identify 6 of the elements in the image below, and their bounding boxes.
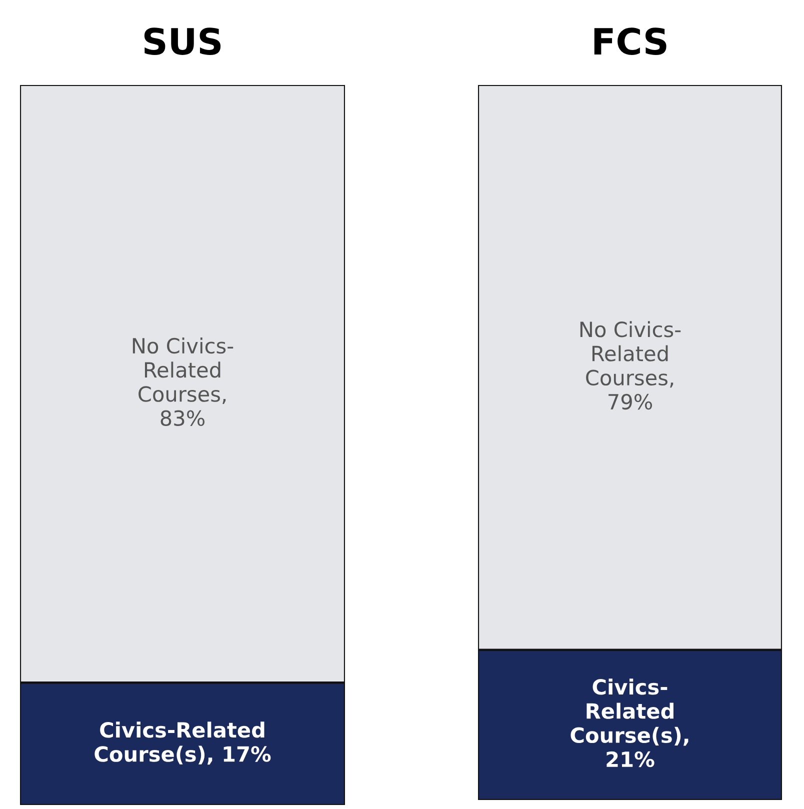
data-label: Civics- Related Course(s), 21% xyxy=(570,678,688,768)
chart-title: FCS xyxy=(594,28,666,55)
data-label: No Civics- Related Courses, 83% xyxy=(132,338,234,426)
data-label: No Civics- Related Courses, 79% xyxy=(580,321,681,410)
data-label: Civics-Related Course(s), 17% xyxy=(94,722,271,765)
chart-title: SUS xyxy=(144,28,221,55)
